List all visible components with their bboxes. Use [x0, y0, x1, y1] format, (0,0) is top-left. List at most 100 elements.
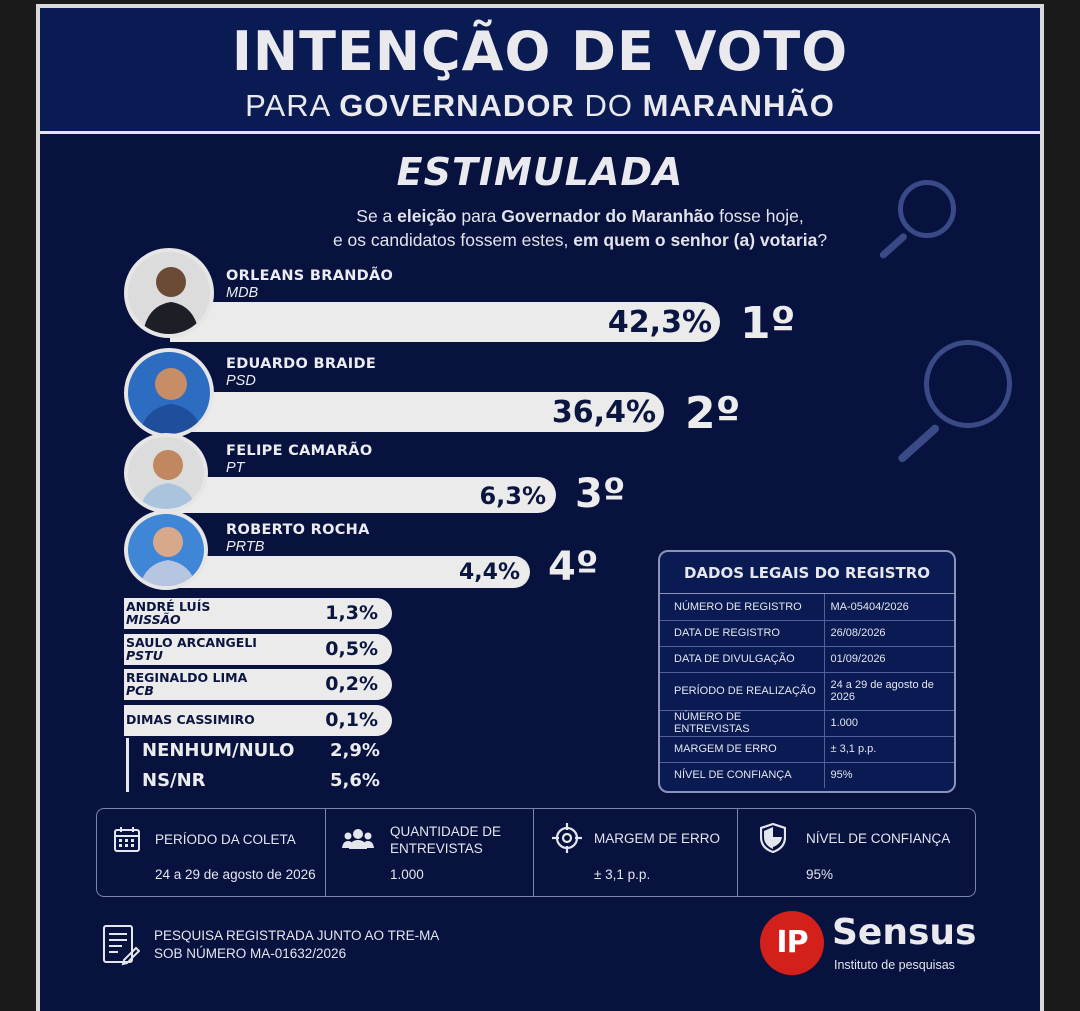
candidate-name: FELIPE CAMARÃO [226, 443, 373, 459]
table-key: NÚMERO DE ENTREVISTAS [660, 710, 825, 737]
registration-note: PESQUISA REGISTRADA JUNTO AO TRE-MA SOB … [154, 927, 439, 963]
question-part: eleição [397, 206, 457, 226]
question-part: em quem o senhor (a) votaria [573, 230, 818, 250]
table-key: NÚMERO DE REGISTRO [660, 594, 825, 621]
candidate-name: SAULO ARCANGELI [126, 635, 257, 650]
info-periodo: PERÍODO DA COLETA 24 a 29 de agosto de 2… [97, 809, 325, 896]
bar-value: 0,2% [325, 673, 378, 695]
option-label: NS/NR [142, 770, 206, 791]
logo-tagline: Instituto de pesquisas [834, 958, 955, 972]
info-confianca: NÍVEL DE CONFIANÇA 95% [737, 809, 975, 896]
info-label: QUANTIDADE DE ENTREVISTAS [390, 823, 501, 857]
shield-icon [759, 822, 787, 858]
page-subtitle: PARA GOVERNADOR DO MARANHÃO [40, 88, 1040, 124]
rank-label: 4º [548, 544, 599, 590]
candidate-party: PT [226, 460, 245, 476]
rank-label: 1º [740, 298, 796, 349]
page-title: INTENÇÃO DE VOTO [231, 20, 849, 83]
info-value: 1.000 [390, 867, 424, 882]
candidate-name: REGINALDO LIMA [126, 670, 248, 685]
document-icon [102, 924, 141, 971]
candidate-name: DIMAS CASSIMIRO [126, 712, 255, 727]
registration-line: PESQUISA REGISTRADA JUNTO AO TRE-MA [154, 928, 440, 943]
table-row: NÚMERO DE REGISTRO MA-05404/2026 [660, 594, 954, 621]
candidate-row: 36,4% EDUARDO BRAIDE PSD 2º [40, 348, 1040, 439]
table-row: PERÍODO DE REALIZAÇÃO 24 a 29 de agosto d… [660, 672, 954, 711]
question-part: para [456, 206, 502, 226]
vote-bar: 6,3% [170, 477, 556, 513]
table-value: 1.000 [824, 710, 954, 737]
candidate-party: PSTU [126, 648, 163, 663]
rank-label: 3º [575, 471, 626, 517]
subtitle-state: MARANHÃO [642, 88, 835, 123]
table-row: MARGEM DE ERRO ± 3,1 p.p. [660, 736, 954, 763]
table-value: MA-05404/2026 [824, 594, 954, 621]
candidate-photo [124, 510, 208, 590]
survey-type-label: ESTIMULADA [396, 150, 684, 194]
bar-value: 6,3% [479, 482, 546, 510]
person-silhouette-icon [139, 450, 197, 509]
person-silhouette-icon [139, 368, 203, 434]
info-value: 95% [806, 867, 834, 882]
target-icon [552, 823, 582, 858]
candidate-party: PCB [126, 683, 154, 698]
table-value: 01/09/2026 [824, 646, 954, 673]
question-part: ? [817, 230, 828, 250]
candidate-name: ORLEANS BRANDÃO [226, 268, 394, 284]
logo-mark: IP [760, 911, 824, 975]
table-key: NÍVEL DE CONFIANÇA [660, 762, 825, 788]
subtitle-mid: DO [584, 88, 633, 123]
candidate-party: MDB [226, 285, 259, 301]
table-row: NÍVEL DE CONFIANÇA 95% [660, 762, 954, 788]
magnifier-icon [886, 330, 1036, 470]
info-label: NÍVEL DE CONFIANÇA [806, 831, 951, 846]
table-value: 95% [830, 769, 853, 782]
option-label: NENHUM/NULO [142, 740, 295, 761]
table-key: DATA DE DIVULGAÇÃO [660, 646, 825, 673]
survey-info-strip: PERÍODO DA COLETA 24 a 29 de agosto de 2… [96, 808, 976, 897]
registration-line: SOB NÚMERO MA-01632/2026 [154, 946, 347, 961]
person-silhouette-icon [139, 527, 197, 586]
table-row: DATA DE REGISTRO 26/08/2026 [660, 620, 954, 647]
table-key: PERÍODO DE REALIZAÇÃO [660, 672, 825, 711]
info-label: PERÍODO DA COLETA [155, 832, 296, 847]
rank-label: 2º [685, 388, 741, 439]
candidate-row: 42,3% ORLEANS BRANDÃO MDB 1º [40, 248, 1040, 349]
info-margem: MARGEM DE ERRO ± 3,1 p.p. [533, 809, 737, 896]
candidate-photo [124, 248, 214, 338]
calendar-icon [113, 825, 141, 858]
survey-question: Se a eleição para Governador do Maranhão… [200, 204, 960, 252]
vote-bar: 36,4% [170, 392, 664, 432]
candidate-row: 6,3% FELIPE CAMARÃO PT 3º [40, 433, 1040, 517]
users-icon [342, 827, 374, 856]
candidate-photo [124, 433, 208, 513]
info-value: 24 a 29 de agosto de 2026 [155, 867, 316, 882]
info-label: MARGEM DE ERRO [594, 831, 721, 846]
table-row: NÚMERO DE ENTREVISTAS 1.000 [660, 710, 954, 737]
table-key: MARGEM DE ERRO [660, 736, 825, 763]
legal-data-table: DADOS LEGAIS DO REGISTRO NÚMERO DE REGIS… [658, 550, 956, 793]
info-value: ± 3,1 p.p. [594, 867, 651, 882]
legal-table: NÚMERO DE REGISTRO MA-05404/2026 DATA DE … [660, 594, 954, 788]
subtitle-office: GOVERNADOR [339, 88, 575, 123]
bar-value: 0,5% [325, 638, 378, 660]
bar-value: 4,4% [458, 560, 520, 585]
option-value: 2,9% [330, 740, 380, 761]
table-value: 24 a 29 de agosto de 2026 [824, 672, 954, 711]
candidate-photo [124, 348, 214, 438]
candidate-name: ANDRÉ LUÍS [126, 599, 211, 614]
logo-name: Sensus [832, 912, 977, 953]
table-value: ± 3,1 p.p. [824, 736, 954, 763]
info-quantidade: QUANTIDADE DE ENTREVISTAS 1.000 [325, 809, 533, 896]
question-part: Se a [356, 206, 398, 226]
candidate-small-bar: DIMAS CASSIMIRO 0,1% [124, 705, 392, 736]
header: INTENÇÃO DE VOTO PARA GOVERNADOR DO MARA… [40, 8, 1040, 134]
divider [126, 738, 129, 792]
vote-bar: 4,4% [170, 556, 530, 588]
bar-value: 42,3% [607, 305, 712, 340]
candidate-name: ROBERTO ROCHA [226, 522, 370, 538]
person-silhouette-icon [142, 267, 200, 334]
info-label-line: QUANTIDADE DE [390, 824, 502, 839]
subtitle-pre: PARA [245, 88, 330, 123]
table-value: 26/08/2026 [824, 620, 954, 647]
